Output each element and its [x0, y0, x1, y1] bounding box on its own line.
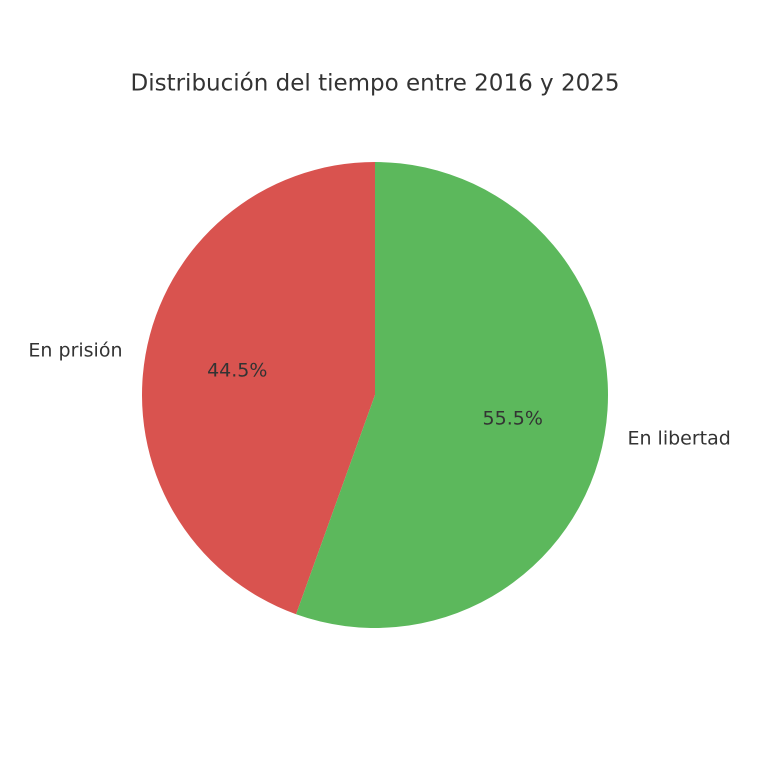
chart-title: Distribución del tiempo entre 2016 y 202… [131, 71, 620, 97]
pie-slice [296, 162, 609, 628]
slice-label: En prisión [28, 339, 122, 361]
value-label: 44.5% [207, 359, 267, 381]
pie-slice [142, 162, 375, 615]
slice-label: En libertad [627, 428, 730, 450]
value-label: 55.5% [483, 408, 543, 430]
